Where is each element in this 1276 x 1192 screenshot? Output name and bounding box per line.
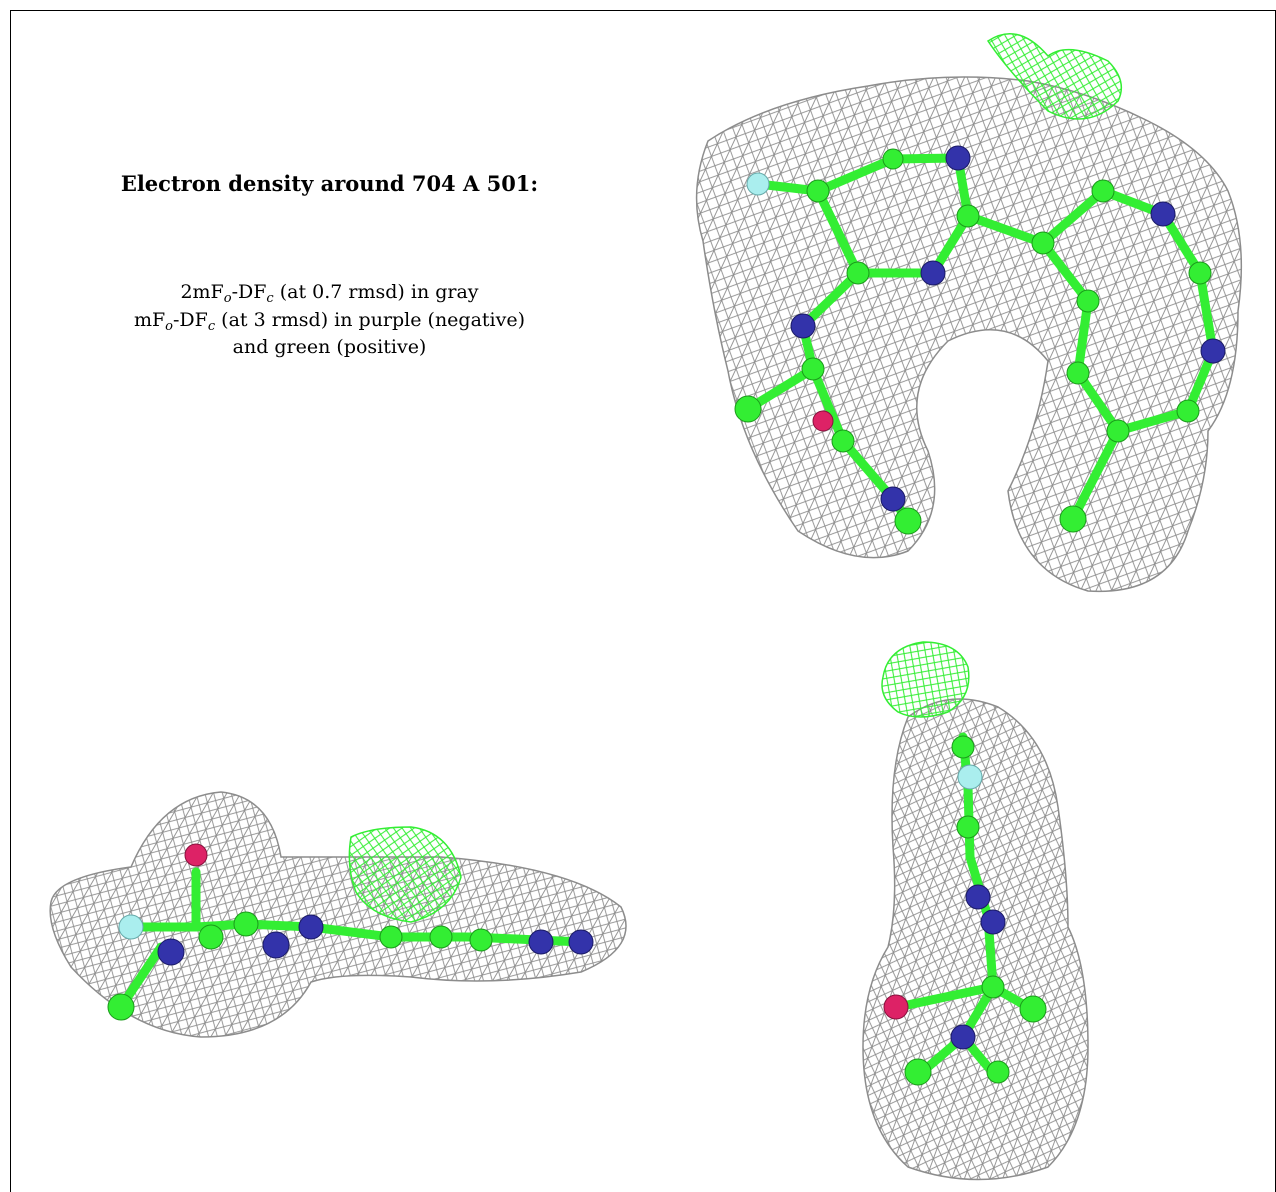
atom-nitrogen: [157, 938, 185, 966]
atom-nitrogen: [528, 929, 554, 955]
density-mesh-green: [348, 826, 462, 923]
caption-line1-suffix: (at 0.7 rmsd) in gray: [273, 281, 479, 303]
atom-carbon: [1076, 289, 1100, 313]
atom-nitrogen: [298, 914, 324, 940]
atom-carbon: [801, 357, 825, 381]
atom-nitrogen: [790, 313, 816, 339]
atom-carbon: [831, 429, 855, 453]
density-panel-end: [648, 627, 1276, 1192]
atom-nitrogen: [950, 1024, 976, 1050]
ligand-atoms: [734, 145, 1226, 535]
atom-carbon: [734, 395, 762, 423]
caption-line-positive: and green (positive): [232, 336, 427, 358]
atom-oxygen: [812, 410, 834, 432]
atom-carbon: [1188, 261, 1212, 285]
atom-nitrogen: [1150, 201, 1176, 227]
atom-nitrogen: [965, 884, 991, 910]
atom-nitrogen: [1200, 338, 1226, 364]
caption-line1-sub1: o: [223, 291, 232, 306]
atom-fluorine: [746, 172, 770, 196]
atom-carbon: [882, 148, 904, 170]
density-panel-side: [10, 627, 649, 1192]
atom-carbon: [1031, 231, 1055, 255]
density-mesh-gray: [49, 791, 627, 1038]
density-render-top: [695, 33, 1243, 593]
density-render-end: [862, 641, 1089, 1181]
atom-carbon: [469, 928, 493, 952]
atom-carbon: [904, 1058, 932, 1086]
caption-line1-prefix: 2mF: [180, 281, 224, 303]
figure-grid: Electron density around 704 A 501: 2mFo-…: [10, 10, 1276, 1192]
atom-carbon: [956, 815, 980, 839]
atom-fluorine: [118, 914, 144, 940]
atom-carbon: [1106, 419, 1130, 443]
atom-carbon: [846, 261, 870, 285]
atom-carbon: [379, 925, 403, 949]
atom-carbon: [198, 924, 224, 950]
atom-carbon: [1019, 995, 1047, 1023]
atom-carbon: [986, 1060, 1010, 1084]
atom-nitrogen: [568, 929, 594, 955]
density-render-side: [49, 791, 627, 1038]
atom-carbon: [1059, 505, 1087, 533]
density-panel-top: [648, 10, 1276, 628]
caption-line2-mid: -DF: [173, 309, 208, 331]
caption-title: Electron density around 704 A 501:: [120, 171, 539, 196]
caption-line2-suffix: (at 3 rmsd) in purple (negative): [215, 309, 526, 331]
caption-line1-sub2: c: [266, 291, 274, 306]
atom-carbon: [107, 993, 135, 1021]
atom-carbon: [981, 975, 1005, 999]
atom-carbon: [951, 735, 975, 759]
atom-fluorine: [957, 764, 983, 790]
atom-carbon: [429, 925, 453, 949]
atom-oxygen: [883, 994, 909, 1020]
atom-nitrogen: [880, 486, 906, 512]
ligand-atoms: [107, 843, 594, 1021]
atom-carbon: [1091, 179, 1115, 203]
atom-carbon: [956, 204, 980, 228]
caption-cell: Electron density around 704 A 501: 2mFo-…: [10, 10, 649, 628]
density-mesh-green: [986, 33, 1123, 120]
atom-nitrogen: [980, 909, 1006, 935]
caption-line1-mid: -DF: [231, 281, 267, 303]
atom-oxygen: [184, 843, 208, 867]
density-mesh-green: [881, 641, 970, 718]
caption-line-2fofc: 2mFo-DFc (at 0.7 rmsd) in gray: [11, 281, 648, 306]
caption-line2-sub2: c: [207, 319, 216, 334]
atom-nitrogen: [262, 931, 290, 959]
atom-carbon: [894, 507, 922, 535]
atom-carbon: [1066, 361, 1090, 385]
ligand-atoms: [883, 735, 1047, 1086]
caption-line2-sub1: o: [165, 319, 173, 334]
atom-carbon: [806, 179, 830, 203]
atom-nitrogen: [920, 260, 946, 286]
caption-line2-prefix: mF: [133, 309, 166, 331]
caption-line-fofc: mFo-DFc (at 3 rmsd) in purple (negative): [11, 309, 648, 334]
atom-carbon: [233, 911, 259, 937]
atom-carbon: [1176, 399, 1200, 423]
atom-nitrogen: [945, 145, 971, 171]
